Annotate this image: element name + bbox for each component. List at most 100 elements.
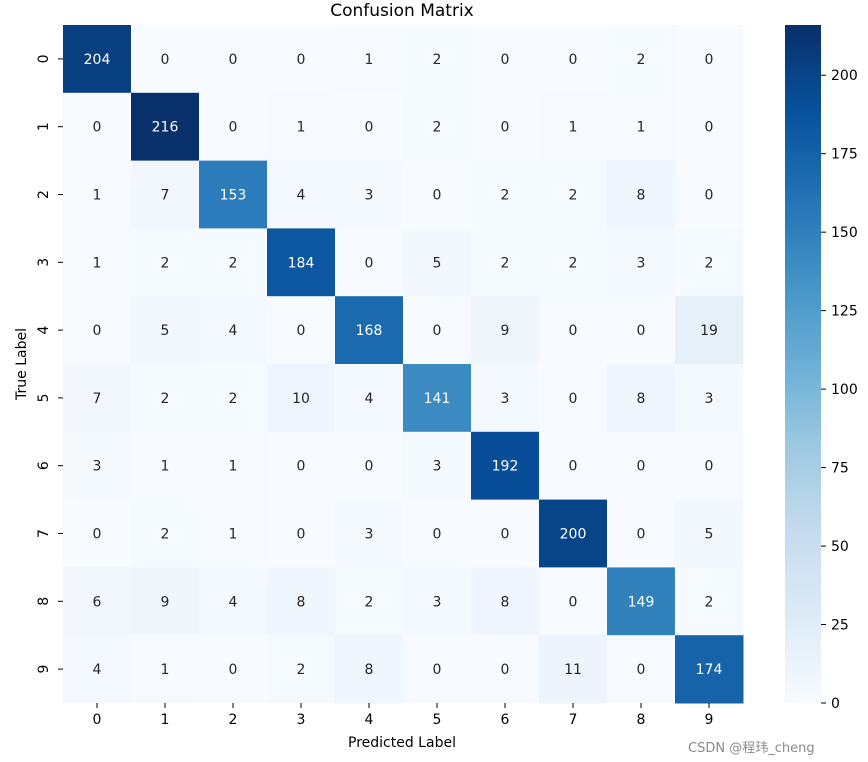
cell-value-label: 4 bbox=[229, 594, 238, 610]
y-axis-label: True Label bbox=[14, 328, 30, 401]
x-tick-label: 4 bbox=[365, 712, 374, 728]
cell-value-label: 1 bbox=[229, 527, 238, 543]
heatmap-cell bbox=[607, 25, 676, 94]
cell-value-label: 204 bbox=[84, 52, 111, 68]
y-tick-label: 0 bbox=[36, 54, 52, 63]
cell-value-label: 2 bbox=[705, 255, 714, 271]
heatmap-cell bbox=[675, 92, 744, 162]
cell-value-label: 0 bbox=[365, 459, 374, 475]
heatmap-cell bbox=[675, 567, 744, 636]
heatmap-cell bbox=[63, 25, 132, 94]
heatmap-cell bbox=[199, 25, 268, 94]
heatmap-cell bbox=[131, 25, 200, 94]
y-tick-label: 8 bbox=[36, 597, 52, 606]
cell-value-label: 2 bbox=[569, 255, 578, 271]
heatmap-cell bbox=[675, 635, 744, 704]
heatmap-cell bbox=[63, 160, 132, 229]
heatmap-cell bbox=[471, 25, 540, 94]
cell-value-label: 0 bbox=[705, 52, 714, 68]
cell-value-label: 0 bbox=[433, 188, 442, 204]
x-tick-label: 8 bbox=[637, 712, 646, 728]
heatmap-cell bbox=[267, 160, 336, 229]
heatmap-cell bbox=[131, 364, 200, 433]
cell-value-label: 0 bbox=[637, 459, 646, 475]
heatmap-cell bbox=[471, 567, 540, 636]
cell-value-label: 3 bbox=[501, 391, 510, 407]
heatmap-cell bbox=[63, 228, 132, 297]
heatmap-cell bbox=[335, 364, 404, 433]
cell-value-label: 8 bbox=[365, 662, 374, 678]
heatmap-cell bbox=[63, 635, 132, 704]
heatmap-cell bbox=[607, 160, 676, 229]
heatmap-cell bbox=[267, 296, 336, 365]
heatmap-cell bbox=[267, 567, 336, 636]
cell-value-label: 1 bbox=[161, 459, 170, 475]
cell-value-label: 3 bbox=[93, 459, 102, 475]
cell-value-label: 0 bbox=[93, 527, 102, 543]
heatmap-cell bbox=[267, 635, 336, 704]
colorbar-tick-label: 175 bbox=[831, 147, 858, 163]
cell-value-label: 2 bbox=[433, 120, 442, 136]
colorbar-tick-label: 200 bbox=[831, 68, 858, 84]
heatmap-cell bbox=[539, 431, 608, 501]
x-tick-label: 3 bbox=[297, 712, 306, 728]
cell-value-label: 2 bbox=[433, 52, 442, 68]
heatmap-cell bbox=[267, 431, 336, 501]
cell-value-label: 0 bbox=[569, 52, 578, 68]
heatmap-cell bbox=[199, 567, 268, 636]
heatmap-cell bbox=[607, 228, 676, 297]
heatmap-cell bbox=[199, 92, 268, 162]
cell-value-label: 0 bbox=[93, 323, 102, 339]
cell-value-label: 2 bbox=[569, 188, 578, 204]
heatmap-cell bbox=[403, 635, 472, 704]
y-tick-label: 7 bbox=[36, 529, 52, 538]
heatmap-cell bbox=[471, 92, 540, 162]
heatmap-cell bbox=[675, 296, 744, 365]
cell-value-label: 2 bbox=[637, 52, 646, 68]
heatmap-cell bbox=[471, 296, 540, 365]
heatmap-cell bbox=[63, 567, 132, 636]
heatmap-cell bbox=[675, 499, 744, 568]
cell-value-label: 1 bbox=[93, 255, 102, 271]
heatmap-cell bbox=[131, 160, 200, 229]
heatmap-cell bbox=[63, 364, 132, 433]
heatmap-cell bbox=[267, 25, 336, 94]
heatmap-cell bbox=[403, 296, 472, 365]
x-tick-label: 7 bbox=[569, 712, 578, 728]
cell-value-label: 200 bbox=[560, 527, 587, 543]
heatmap-cell bbox=[539, 160, 608, 229]
heatmap-cell bbox=[675, 364, 744, 433]
x-tick-label: 2 bbox=[229, 712, 238, 728]
cell-value-label: 0 bbox=[569, 459, 578, 475]
heatmap-cell bbox=[471, 431, 540, 501]
chart-title: Confusion Matrix bbox=[330, 1, 474, 21]
cell-value-label: 0 bbox=[365, 120, 374, 136]
heatmap-cell bbox=[471, 364, 540, 433]
cell-value-label: 2 bbox=[161, 527, 170, 543]
heatmap-cell bbox=[267, 364, 336, 433]
cell-value-label: 3 bbox=[705, 391, 714, 407]
x-tick-label: 9 bbox=[705, 712, 714, 728]
cell-value-label: 0 bbox=[297, 52, 306, 68]
cell-value-label: 2 bbox=[297, 662, 306, 678]
y-tick-label: 4 bbox=[36, 326, 52, 335]
heatmap-cell bbox=[539, 635, 608, 704]
colorbar-tick-label: 50 bbox=[831, 539, 849, 555]
cell-value-label: 2 bbox=[161, 255, 170, 271]
colorbar-tick-label: 75 bbox=[831, 461, 849, 477]
y-tick-label: 6 bbox=[36, 461, 52, 470]
heatmap-cell bbox=[199, 160, 268, 229]
colorbar-tick-label: 0 bbox=[831, 696, 840, 712]
cell-value-label: 2 bbox=[705, 594, 714, 610]
cell-value-label: 2 bbox=[365, 594, 374, 610]
cell-value-label: 7 bbox=[93, 391, 102, 407]
cell-value-label: 2 bbox=[229, 255, 238, 271]
heatmap-cell bbox=[131, 567, 200, 636]
cell-value-label: 141 bbox=[424, 391, 451, 407]
cell-value-label: 2 bbox=[229, 391, 238, 407]
colorbar-ticks: 0 25 50 75 100 125 150 175 200 bbox=[821, 68, 858, 712]
heatmap-cell bbox=[403, 567, 472, 636]
cell-value-label: 192 bbox=[492, 459, 519, 475]
heatmap-cell bbox=[267, 92, 336, 162]
